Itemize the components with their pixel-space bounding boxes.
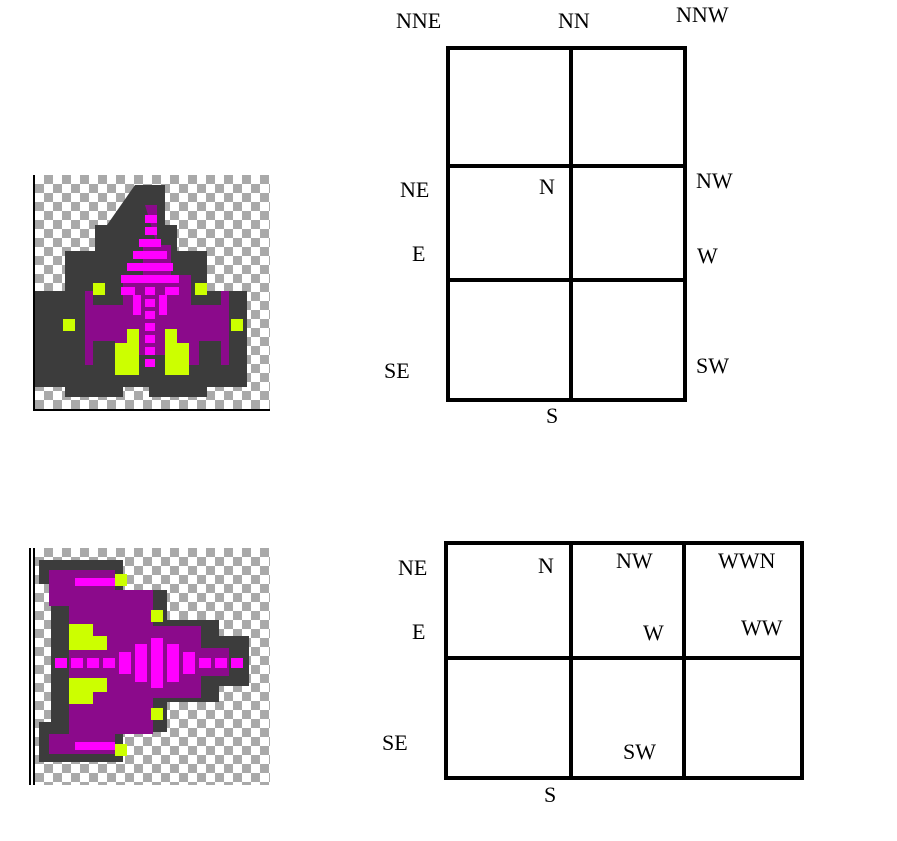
spaceship-right-icon <box>39 560 249 762</box>
label-e: E <box>412 241 426 266</box>
label-ne: NE <box>400 177 430 202</box>
grid-cell <box>444 656 573 780</box>
grid-cell <box>446 278 574 402</box>
label-se: SE <box>384 358 410 383</box>
label-w: W <box>697 243 718 268</box>
grid-cell <box>446 46 574 168</box>
grid-cell <box>444 541 573 660</box>
label-sw: SW <box>696 353 729 378</box>
spaceship-up-icon <box>35 185 247 397</box>
label-se: SE <box>382 730 408 755</box>
label-n: N <box>538 553 554 578</box>
grid-cell <box>569 541 686 660</box>
grid-cell <box>569 46 687 168</box>
grid-cell <box>682 541 804 660</box>
label-nnw: NNW <box>676 2 729 27</box>
spaceship-sprite-right <box>29 548 270 785</box>
label-ww: WW <box>741 615 783 640</box>
label-nw: NW <box>616 548 653 573</box>
label-ne: NE <box>398 555 428 580</box>
label-nne: NNE <box>396 8 442 33</box>
grid-cell <box>569 164 687 282</box>
label-s: S <box>544 782 557 807</box>
label-nw: NW <box>696 168 733 193</box>
label-n: N <box>539 174 555 199</box>
label-s: S <box>546 403 559 428</box>
grid-cell <box>682 656 804 780</box>
label-nn: NN <box>558 8 590 33</box>
label-e: E <box>412 619 426 644</box>
grid-cell <box>569 278 687 402</box>
label-w: W <box>643 620 664 645</box>
spaceship-sprite-up <box>33 175 270 411</box>
label-wwn: WWN <box>718 548 776 573</box>
label-sw: SW <box>623 739 656 764</box>
